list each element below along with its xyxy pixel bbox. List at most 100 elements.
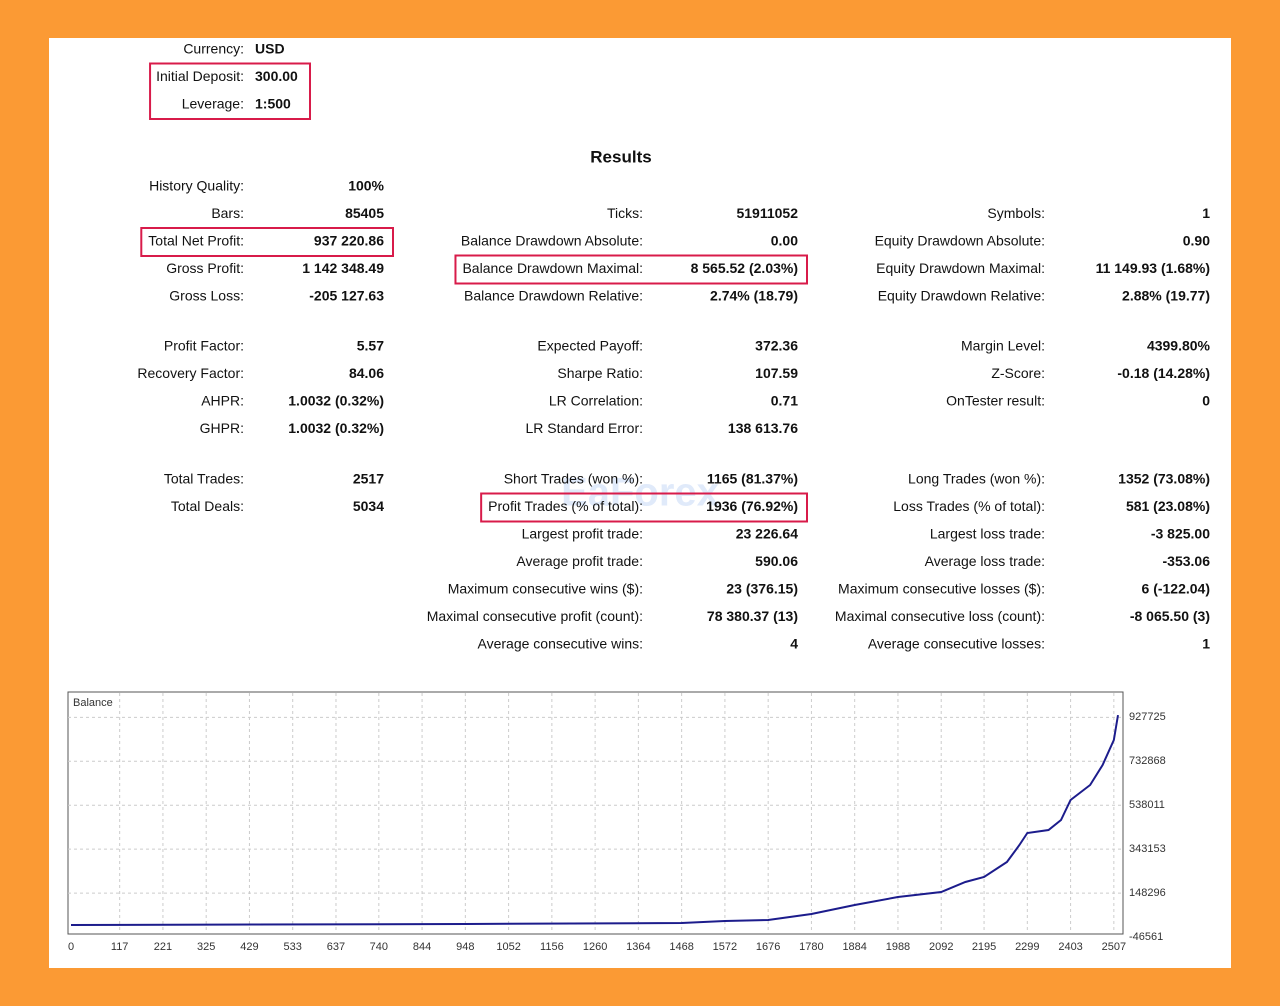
result-label: Maximal consecutive profit (count): [427,608,643,624]
x-tick-label: 1780 [799,941,823,953]
result-value: 6 (-122.04) [1142,581,1210,597]
result-label: History Quality: [149,178,244,194]
results-title: Results [590,147,651,166]
result-value: 51911052 [736,205,798,221]
result-label: Short Trades (won %): [504,471,643,487]
result-value: 2517 [353,471,384,487]
result-value: 23 (376.15) [726,581,798,597]
result-value: 1352 (73.08%) [1118,471,1210,487]
result-label: Equity Drawdown Maximal: [876,260,1045,276]
result-value: 8 565.52 (2.03%) [691,260,798,276]
result-value: 4399.80% [1147,338,1211,354]
y-tick-label: 343153 [1129,843,1166,855]
result-value: 5034 [353,498,384,514]
result-label: Maximum consecutive losses ($): [838,581,1045,597]
y-tick-label: -46561 [1129,931,1163,943]
highlight-box [480,492,808,523]
x-tick-label: 844 [413,941,431,953]
setting-value: 300.00 [255,68,298,84]
result-label: Sharpe Ratio: [557,365,643,381]
result-label: Balance Drawdown Relative: [464,288,643,304]
result-value: 0.90 [1183,233,1210,249]
result-label: Ticks: [607,205,643,221]
balance-line [70,714,1119,926]
result-label: Equity Drawdown Absolute: [875,233,1045,249]
result-value: 1.0032 (0.32%) [288,393,384,409]
result-label: Z-Score: [991,365,1045,381]
setting-label: Initial Deposit: [156,68,244,84]
result-label: Total Trades: [164,471,244,487]
x-tick-label: 1156 [540,941,564,953]
x-tick-label: 221 [154,941,172,953]
result-value: 2.74% (18.79) [710,288,798,304]
setting-value: USD [255,41,285,57]
result-label: Average profit trade: [516,553,643,569]
result-label: Bars: [211,205,244,221]
result-label: Gross Profit: [166,260,244,276]
result-label: Balance Drawdown Maximal: [462,260,643,276]
result-label: Expected Payoff: [537,338,643,354]
highlight-box [454,254,808,285]
y-tick-label: 927725 [1129,711,1166,723]
result-label: GHPR: [200,420,244,436]
result-value: 78 380.37 (13) [707,608,798,624]
result-label: Largest loss trade: [930,526,1045,542]
result-value: 11 149.93 (1.68%) [1096,260,1210,276]
result-value: 1 142 348.49 [302,260,384,276]
result-value: 5.57 [357,338,384,354]
result-label: Long Trades (won %): [908,471,1045,487]
result-value: 4 [790,636,798,652]
result-value: -205 127.63 [309,288,384,304]
result-label: Equity Drawdown Relative: [878,288,1045,304]
result-value: 138 613.76 [728,420,798,436]
y-tick-label: 538011 [1129,799,1165,811]
result-value: -353.06 [1163,553,1211,569]
y-tick-label: 732868 [1129,755,1166,767]
x-tick-label: 1364 [626,941,650,953]
x-tick-label: 1572 [713,941,737,953]
result-value: 372.36 [755,338,798,354]
highlight-box [149,62,311,120]
x-tick-label: 325 [197,941,215,953]
setting-label: Currency: [183,41,244,57]
result-label: Maximal consecutive loss (count): [835,608,1045,624]
x-tick-label: 740 [370,941,388,953]
result-label: Loss Trades (% of total): [893,498,1045,514]
x-tick-label: 429 [240,941,258,953]
result-value: 84.06 [349,365,384,381]
x-tick-label: 1884 [842,941,866,953]
result-label: Total Deals: [171,498,244,514]
result-value: 1936 (76.92%) [706,498,798,514]
result-value: -0.18 (14.28%) [1117,365,1210,381]
result-value: 0.71 [771,393,798,409]
result-label: Recovery Factor: [137,365,244,381]
result-label: Largest profit trade: [522,526,643,542]
result-label: OnTester result: [946,393,1045,409]
result-value: 2.88% (19.77) [1122,288,1210,304]
result-value: 107.59 [755,365,798,381]
result-value: 581 (23.08%) [1126,498,1210,514]
result-value: 1 [1202,205,1210,221]
result-label: Symbols: [987,205,1045,221]
result-value: 23 226.64 [736,526,798,542]
result-value: 1165 (81.37%) [707,471,798,487]
x-tick-label: 1468 [669,941,693,953]
x-tick-label: 0 [68,941,74,953]
x-tick-label: 2299 [1015,941,1039,953]
result-label: Profit Trades (% of total): [488,498,643,514]
result-value: 1.0032 (0.32%) [288,420,384,436]
result-value: 85405 [345,205,384,221]
result-label: Maximum consecutive wins ($): [448,581,643,597]
x-tick-label: 2195 [972,941,996,953]
legend-label: Balance [73,697,113,709]
x-tick-label: 117 [111,941,129,953]
result-label: Average consecutive wins: [478,636,644,652]
x-tick-label: 637 [327,941,345,953]
x-tick-label: 1676 [756,941,780,953]
x-tick-label: 1988 [886,941,910,953]
result-label: LR Correlation: [549,393,643,409]
highlight-box [140,227,394,257]
y-tick-label: 148296 [1129,887,1166,899]
